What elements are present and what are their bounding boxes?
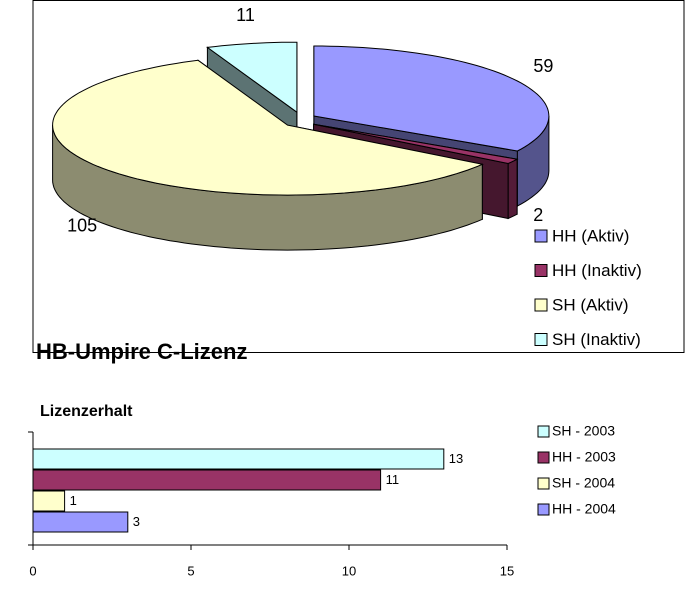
bar xyxy=(32,469,382,491)
bar xyxy=(32,490,66,512)
slice xyxy=(52,59,484,196)
slice xyxy=(313,45,550,152)
legend-label: SH (Inaktiv) xyxy=(552,330,641,349)
pie-frame xyxy=(32,0,685,353)
slice xyxy=(206,41,298,114)
data-label: 11 xyxy=(386,472,400,487)
legend-label: HH (Inaktiv) xyxy=(552,261,642,280)
slice-side xyxy=(507,158,518,220)
legend-swatch xyxy=(534,229,548,243)
legend-swatch xyxy=(537,451,550,464)
legend-label: HH (Aktiv) xyxy=(552,226,629,245)
legend-label: HH - 2004 xyxy=(552,501,616,517)
legend-swatch xyxy=(534,333,548,346)
data-label: 59 xyxy=(533,56,553,76)
x-tick-label: 10 xyxy=(342,563,356,578)
legend-label: HH - 2003 xyxy=(552,449,616,465)
bar-title: Lizenzerhalt xyxy=(40,403,133,420)
legend-swatch xyxy=(534,298,548,312)
legend-label: SH - 2003 xyxy=(552,423,615,439)
legend-label: SH - 2004 xyxy=(552,475,615,491)
data-label: 13 xyxy=(449,451,463,466)
legend-swatch xyxy=(534,264,548,277)
data-label: 3 xyxy=(133,514,140,529)
slice xyxy=(313,123,519,165)
data-label: 105 xyxy=(67,216,97,236)
pie-title: HB-Umpire C-Lizenz xyxy=(36,339,247,364)
bar xyxy=(32,448,445,470)
legend-swatch xyxy=(537,503,550,516)
legend-swatch xyxy=(537,425,550,438)
x-tick-label: 0 xyxy=(29,563,36,578)
legend-label: SH (Aktiv) xyxy=(552,295,629,314)
bar xyxy=(32,511,129,533)
x-tick-label: 5 xyxy=(187,563,194,578)
data-label: 11 xyxy=(236,5,255,25)
x-tick-label: 15 xyxy=(500,563,514,578)
legend-swatch xyxy=(537,477,550,490)
data-label: 1 xyxy=(70,493,77,508)
data-label: 2 xyxy=(533,205,543,225)
